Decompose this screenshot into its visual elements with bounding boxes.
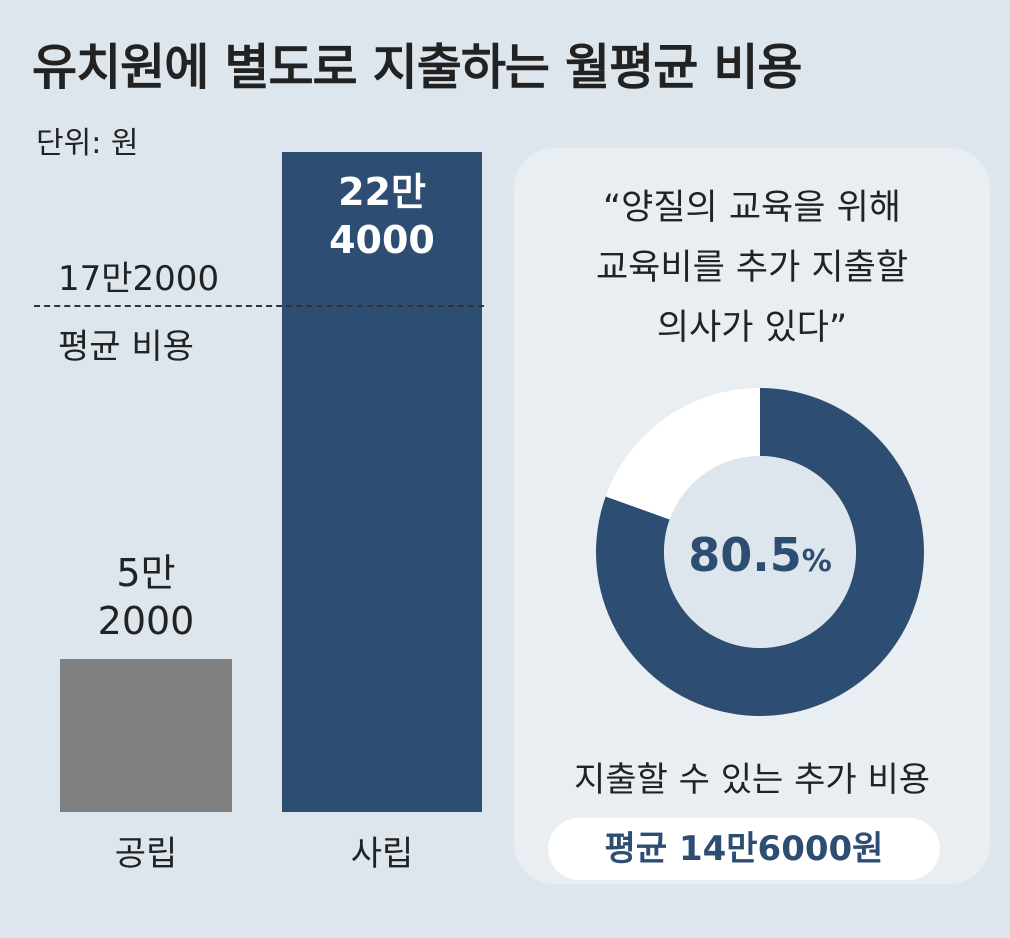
bar-value-label: 22만 4000 [329, 170, 435, 262]
average-value-label: 17만2000 [58, 259, 220, 300]
donut-slice-other [605, 388, 760, 520]
donut-center-value: 80.5 [688, 528, 802, 582]
bar-public [60, 658, 232, 812]
chart-title: 유치원에 별도로 지출하는 월평균 비용 [32, 39, 803, 96]
survey-quote: “양질의 교육을 위해 교육비를 추가 지출할 의사가 있다” [595, 188, 909, 348]
donut-chart [596, 388, 924, 716]
additional-cost-caption: 지출할 수 있는 추가 비용 [573, 760, 931, 800]
average-name-label: 평균 비용 [58, 327, 194, 368]
donut-center-label: 80.5% [594, 528, 926, 582]
category-label: 공립 [114, 834, 178, 874]
category-label: 사립 [350, 834, 414, 874]
bar-value-label: 5만 2000 [97, 550, 195, 643]
average-additional-cost-badge: 평균 14만6000원 [548, 818, 940, 880]
average-reference-line [34, 305, 484, 308]
donut-slice-willing [596, 388, 924, 716]
unit-label: 단위: 원 [36, 126, 139, 161]
donut-hole [664, 456, 856, 648]
donut-center-unit: % [801, 544, 832, 579]
bar-private [282, 152, 482, 812]
